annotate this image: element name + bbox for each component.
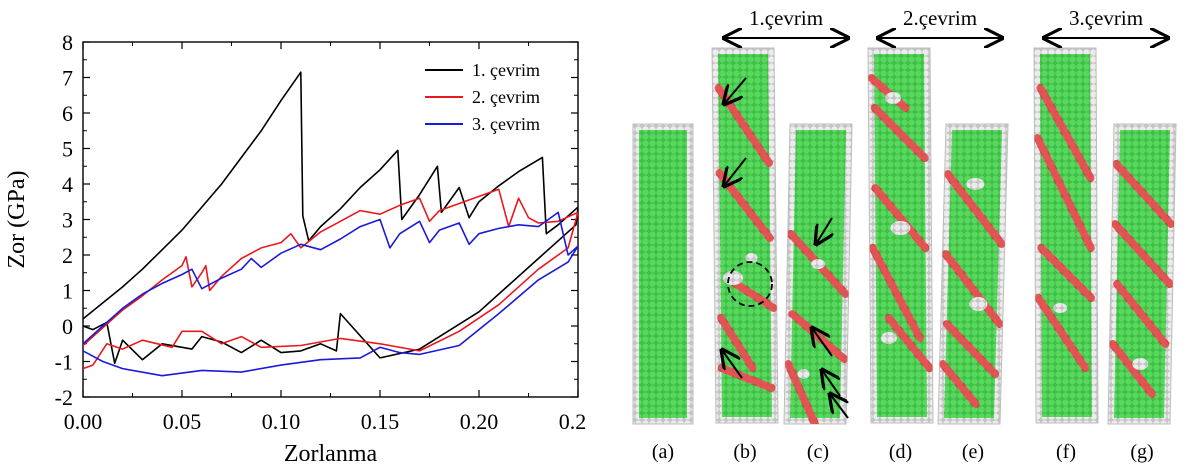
- panel-d: (d): [867, 47, 934, 463]
- x-tick-label-0: 0.00: [64, 409, 103, 434]
- y-tick-label-1: -1: [55, 350, 73, 375]
- x-tick-label-5: 0.25: [559, 409, 585, 434]
- y-tick-label-5: 3: [62, 208, 73, 233]
- stacking-fault-band-fill-2: [943, 321, 999, 377]
- legend-label-3: 3. çevrim: [472, 114, 540, 134]
- fault-bands: [938, 170, 1006, 408]
- panel-c: (c): [783, 123, 853, 463]
- panel-f: (f): [1033, 47, 1099, 463]
- disordered-region-1: [969, 297, 988, 311]
- disordered-region-1: [745, 253, 758, 263]
- y-tick-label-10: 8: [62, 30, 73, 55]
- defect-arrow-1: [724, 157, 747, 186]
- stacking-fault-band-fill-1: [871, 105, 928, 161]
- y-tick-label-8: 6: [62, 101, 73, 126]
- panel-label: (g): [1130, 441, 1153, 463]
- panel-label: (e): [962, 441, 984, 463]
- disordered-region-1: [890, 221, 911, 235]
- stacking-fault-band-fill-2: [785, 361, 818, 424]
- stacking-fault-band-fill-3: [718, 315, 756, 371]
- panel-b: (b): [711, 47, 779, 463]
- stress-strain-chart: -2 -1 0 1 2 3 4 5 6 7 8 0.00 0.05 0.10 0.15 0.20 0.25 Zor…: [0, 0, 597, 469]
- stacking-fault-band-fill-1: [1034, 135, 1094, 251]
- stacking-fault-band-fill-0: [868, 75, 909, 111]
- x-tick-label-3: 0.15: [361, 409, 400, 434]
- cycle-label-1: 1.çevrim: [749, 6, 823, 30]
- y-axis-label: Zor (GPa): [4, 171, 30, 269]
- panel-label: (b): [733, 441, 756, 463]
- y-tick-label-0: -2: [55, 385, 73, 410]
- stacking-fault-band-fill-2: [872, 185, 929, 251]
- stacking-fault-band-fill-4: [718, 365, 775, 391]
- y-tick-label-2: 0: [62, 314, 73, 339]
- series-line-2: [83, 188, 578, 370]
- stacking-fault-band-fill-4: [885, 315, 933, 371]
- x-tick-label-4: 0.20: [460, 409, 499, 434]
- panel-label: (c): [807, 441, 829, 463]
- x-axis-label: Zorlanma: [284, 441, 378, 467]
- fault-bands: [1034, 84, 1096, 372]
- disordered-region-0: [723, 271, 744, 285]
- y-tick-label-7: 5: [62, 137, 73, 162]
- cycle-label-2: 2.çevrim: [903, 6, 977, 30]
- defect-arrow-4: [812, 328, 833, 357]
- panel-fcc-region: [944, 130, 1002, 418]
- stacking-fault-band-fill-2: [1038, 245, 1095, 301]
- y-tick-label-6: 4: [62, 172, 73, 197]
- series-line-3: [83, 211, 578, 377]
- simulation-svg: (a) (b) (c) (d) (e) (f) (g) 1.çevrim 2.çevrim 3.ç…: [632, 6, 1177, 463]
- md-simulation-figure: (a) (b) (c) (d) (e) (f) (g) 1.çevrim 2.çevrim 3.ç…: [600, 0, 1190, 469]
- defect-arrow-0: [724, 77, 747, 104]
- cycle-label-3: 3.çevrim: [1069, 6, 1143, 30]
- panel-a: (a): [632, 123, 694, 463]
- fault-bands: [868, 74, 933, 372]
- defect-arrow-3: [816, 217, 832, 244]
- stacking-fault-band-fill-3: [869, 245, 923, 341]
- chart-svg: -2 -1 0 1 2 3 4 5 6 7 8 0.00 0.05 0.10 0.15 0.20 0.25 Zor…: [4, 30, 597, 467]
- panel-label: (f): [1056, 441, 1076, 463]
- legend-label-1: 1. çevrim: [472, 60, 540, 80]
- highlight-circle: [727, 261, 773, 307]
- disordered-region-1: [797, 369, 810, 379]
- stacking-fault-band-fill-1: [1112, 221, 1173, 287]
- stacking-fault-band-fill-0: [944, 171, 1005, 247]
- stacking-fault-band-fill-2: [1114, 281, 1169, 347]
- disordered-region-0: [1053, 303, 1068, 313]
- disordered-region-0: [966, 178, 985, 190]
- disordered-region-0: [1132, 358, 1149, 370]
- y-tick-label-4: 2: [62, 243, 73, 268]
- stacking-fault-band-fill-3: [1035, 295, 1089, 371]
- panel-label: (d): [889, 441, 912, 463]
- disordered-region-2: [880, 332, 897, 344]
- defect-arrow-2: [722, 350, 743, 379]
- stacking-fault-band-fill-0: [1037, 85, 1094, 181]
- stacking-fault-band-fill-3: [1109, 341, 1155, 397]
- legend-label-2: 2. çevrim: [472, 87, 540, 107]
- stacking-fault-band-fill-1: [942, 251, 1003, 327]
- fault-bands: [1108, 160, 1175, 398]
- stacking-fault-band-fill-0: [1113, 161, 1174, 227]
- defect-arrow-6: [830, 394, 849, 419]
- stacking-fault-band-fill-3: [939, 361, 979, 407]
- panel-g: (g): [1107, 123, 1177, 463]
- panel-e: (e): [937, 123, 1009, 463]
- disordered-region-0: [885, 92, 902, 104]
- disordered-region-0: [811, 259, 826, 269]
- y-tick-label-9: 7: [62, 66, 73, 91]
- x-tick-label-1: 0.05: [163, 409, 202, 434]
- panel-fcc-region: [639, 130, 687, 418]
- panel-label: (a): [652, 441, 674, 463]
- y-tick-label-3: 1: [62, 279, 73, 304]
- x-tick-label-2: 0.10: [262, 409, 301, 434]
